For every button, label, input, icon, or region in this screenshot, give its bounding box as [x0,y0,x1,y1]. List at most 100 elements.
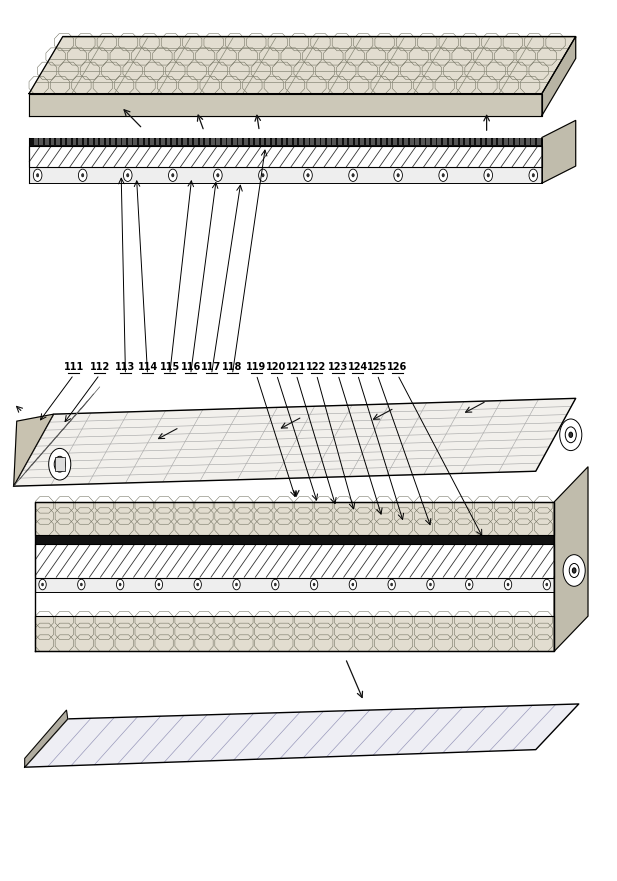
Polygon shape [25,704,579,767]
Bar [504,138,508,145]
FancyBboxPatch shape [55,457,65,471]
Circle shape [41,583,44,586]
Circle shape [271,580,279,589]
Bar [349,138,353,145]
Bar [333,138,336,145]
Circle shape [310,580,318,589]
Bar [515,138,518,145]
Circle shape [119,583,121,586]
Circle shape [573,568,576,574]
Bar [321,138,325,145]
Bar [144,138,148,145]
Bar [460,138,463,145]
Bar [443,138,447,145]
Bar [487,138,491,145]
Polygon shape [25,710,68,767]
Text: 122: 122 [307,362,326,372]
Bar [222,138,226,145]
Circle shape [468,583,470,586]
Circle shape [560,419,582,450]
Bar [29,146,542,167]
Bar [217,138,220,145]
Circle shape [213,169,222,181]
Bar [29,137,542,146]
Bar [476,138,480,145]
Circle shape [507,583,509,586]
Bar [437,138,441,145]
Bar [35,502,554,536]
Bar [415,138,419,145]
Circle shape [78,169,87,181]
Circle shape [442,174,444,177]
Circle shape [194,580,201,589]
Bar [29,146,542,167]
Bar [344,138,347,145]
Circle shape [391,583,392,586]
Circle shape [349,580,357,589]
Circle shape [123,169,132,181]
Bar [34,138,38,145]
Bar [239,138,242,145]
Bar [499,138,502,145]
Bar [382,138,386,145]
Circle shape [33,169,42,181]
Circle shape [78,580,85,589]
Circle shape [126,174,129,177]
Circle shape [217,174,219,177]
Polygon shape [29,93,542,115]
Bar [35,616,554,651]
Bar [178,138,181,145]
Circle shape [466,580,473,589]
Bar [233,138,237,145]
Text: 118: 118 [222,362,242,372]
Text: 125: 125 [367,362,387,372]
Bar [310,138,314,145]
Circle shape [80,583,82,586]
Circle shape [429,583,431,586]
Bar [189,138,193,145]
Text: 113: 113 [115,362,136,372]
Circle shape [313,583,315,586]
Bar [62,138,65,145]
Bar [211,138,215,145]
Bar [56,138,60,145]
Bar [377,138,380,145]
Bar [366,138,370,145]
Circle shape [529,169,537,181]
Bar [101,138,104,145]
Bar [139,138,143,145]
Circle shape [54,456,65,472]
Bar [277,138,281,145]
Bar [29,167,542,183]
Bar [410,138,413,145]
Bar [526,138,529,145]
Circle shape [484,169,492,181]
Bar [510,138,513,145]
Circle shape [81,174,84,177]
Bar [172,138,176,145]
Bar [35,544,554,578]
Bar [161,138,165,145]
Bar [35,502,554,536]
Circle shape [397,174,399,177]
Circle shape [532,174,534,177]
Text: 123: 123 [328,362,348,372]
Bar [205,138,209,145]
Bar [133,138,137,145]
Bar [520,138,524,145]
Circle shape [155,580,163,589]
Text: 112: 112 [89,362,110,372]
Bar [537,138,540,145]
Polygon shape [554,467,588,651]
Circle shape [117,580,124,589]
Bar [35,616,554,651]
Bar [73,138,77,145]
Bar [493,138,497,145]
Circle shape [262,174,264,177]
Circle shape [569,564,579,578]
Bar [155,138,159,145]
Bar [200,138,204,145]
Polygon shape [29,36,576,93]
Circle shape [427,580,434,589]
Circle shape [233,580,240,589]
